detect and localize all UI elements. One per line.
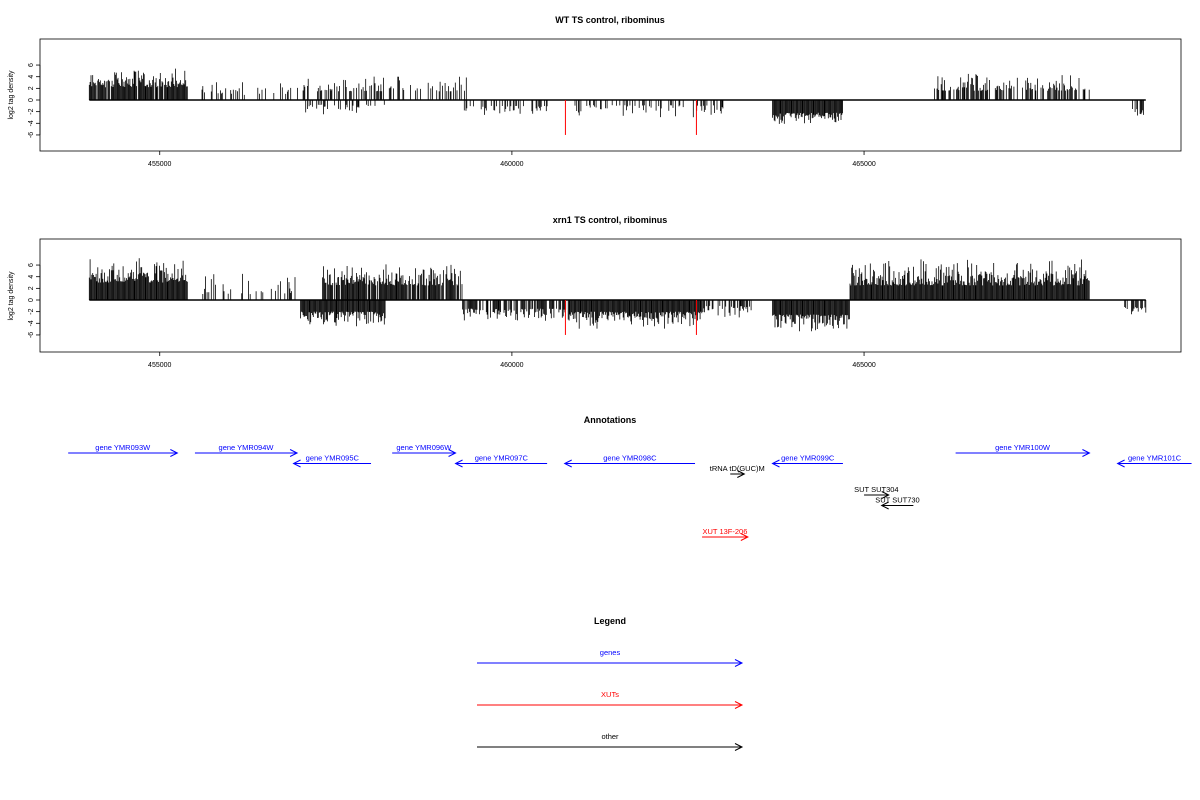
legend-label: genes — [600, 648, 621, 657]
y-tick-label: 6 — [28, 63, 35, 67]
y-tick-label: 0 — [28, 98, 35, 102]
y-tick-label: 6 — [28, 263, 35, 267]
annotation-label: XUT 13F-206 — [703, 527, 748, 536]
x-tick-label: 460000 — [500, 362, 523, 369]
wt-highlights — [564, 100, 697, 135]
annotation-label: SUT SUT304 — [854, 485, 898, 494]
wt-panel: WT TS control, ribominus log2 tag densit… — [8, 15, 1182, 168]
wt-y-axis: 6 4 2 0 -2 -4 -6 — [28, 63, 41, 138]
legend-arrow — [477, 743, 744, 751]
annotation-arrow — [880, 501, 914, 510]
legend-arrow — [477, 659, 744, 667]
y-tick-label: 4 — [28, 275, 35, 279]
annotation-label: gene YMR095C — [306, 454, 360, 463]
annotation-arrow — [292, 459, 372, 468]
annotation-arrow — [955, 449, 1091, 457]
annotation-label: gene YMR098C — [603, 454, 657, 463]
wt-y-axis-label: log2 tag density — [8, 70, 15, 120]
legend-label: XUTs — [601, 690, 619, 699]
wt-x-axis: 455000 460000 465000 — [148, 151, 876, 168]
annotation-label: SUT SUT730 — [875, 496, 919, 505]
annotation-arrow — [563, 459, 696, 468]
y-tick-label: -4 — [28, 120, 35, 126]
annotation-arrow — [194, 449, 299, 457]
legend-items: genes XUTs other — [477, 648, 744, 751]
annotation-features: gene YMR093W gene YMR094W gene YMR095C gene… — [68, 443, 1192, 541]
y-tick-label: -6 — [28, 332, 35, 338]
wt-panel-title: WT TS control, ribominus — [555, 15, 665, 25]
annotation-label: gene YMR093W — [95, 443, 151, 452]
annotation-arrow — [771, 459, 843, 468]
y-tick-label: -6 — [28, 132, 35, 138]
y-tick-label: -2 — [28, 108, 35, 114]
annotation-label: gene YMR094W — [219, 443, 275, 452]
y-tick-label: -4 — [28, 320, 35, 326]
xrn1-y-axis-label: log2 tag density — [8, 271, 15, 321]
annotations-title: Annotations — [584, 415, 637, 425]
y-tick-label: 0 — [28, 298, 35, 302]
y-tick-label: 2 — [28, 286, 35, 290]
annotation-label: gene YMR096W — [396, 443, 452, 452]
annotation-label: gene YMR099C — [781, 454, 835, 463]
legend-arrow — [477, 701, 744, 709]
wt-bars — [88, 68, 1144, 124]
annotation-arrow — [454, 459, 548, 468]
annotation-label: gene YMR100W — [995, 443, 1051, 452]
annotation-arrow — [702, 533, 749, 541]
x-tick-label: 465000 — [852, 362, 875, 369]
legend-title: Legend — [594, 616, 626, 626]
legend-panel: Legend genes XUTs other — [477, 616, 744, 751]
annotation-arrow — [68, 449, 179, 457]
y-tick-label: 4 — [28, 75, 35, 79]
annotations-panel: Annotations gene YMR093W gene YMR094Wgene… — [68, 415, 1192, 541]
xrn1-bars — [88, 258, 1147, 332]
annotation-label: gene YMR101C — [1128, 454, 1182, 463]
xrn1-panel: xrn1 TS control, ribominus log2 tag dens… — [8, 215, 1182, 369]
x-tick-label: 455000 — [148, 362, 171, 369]
annotation-arrow — [392, 449, 457, 457]
xrn1-x-axis: 455000 460000 465000 — [148, 352, 876, 369]
annotation-arrow — [864, 491, 890, 499]
x-tick-label: 455000 — [148, 161, 171, 168]
x-tick-label: 460000 — [500, 161, 523, 168]
xrn1-panel-title: xrn1 TS control, ribominus — [553, 215, 668, 225]
y-tick-label: -2 — [28, 308, 35, 314]
xrn1-y-axis: 6 4 2 0 -2 -4 -6 — [28, 263, 41, 338]
annotation-label: tRNA tD(GUC)M — [710, 464, 765, 473]
annotation-label: gene YMR097C — [475, 454, 529, 463]
legend-label: other — [601, 732, 619, 741]
xrn1-highlights — [564, 300, 697, 335]
annotation-arrow — [730, 470, 746, 478]
annotation-arrow — [1116, 459, 1192, 468]
y-tick-label: 2 — [28, 86, 35, 90]
x-tick-label: 465000 — [852, 161, 875, 168]
